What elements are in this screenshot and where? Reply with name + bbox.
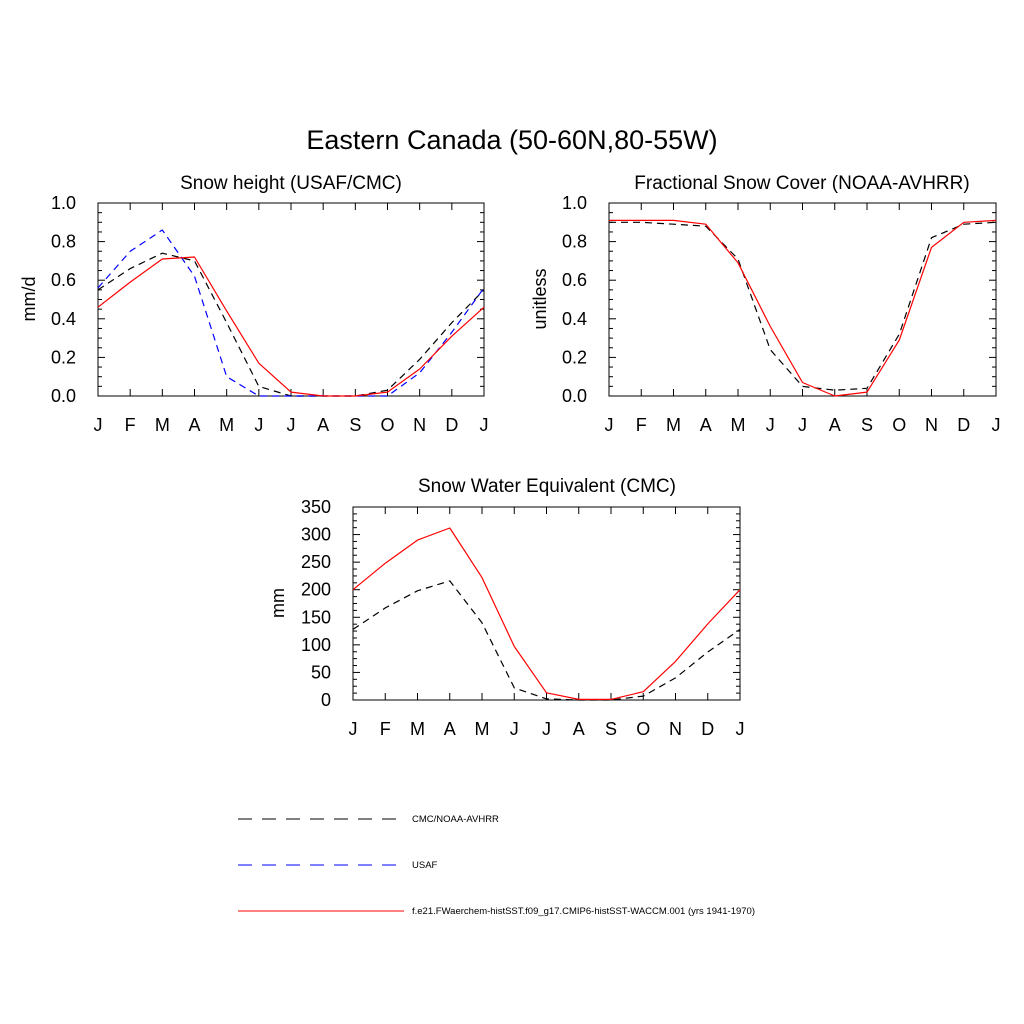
x-tick-label: D — [701, 719, 714, 739]
series-line-cmc — [352, 580, 741, 701]
y-axis-label: unitless — [530, 268, 550, 329]
x-tick-label: J — [254, 415, 263, 435]
y-tick-label: 0.2 — [51, 347, 76, 367]
x-tick-label: J — [605, 415, 614, 435]
panel-title: Snow Water Equivalent (CMC) — [418, 476, 676, 497]
x-tick-label: J — [766, 415, 775, 435]
x-tick-label: N — [669, 719, 682, 739]
y-tick-label: 0.2 — [562, 347, 587, 367]
y-tick-label: 0.8 — [562, 232, 587, 252]
y-tick-label: 0.0 — [51, 386, 76, 406]
y-axis-label: mm/d — [19, 277, 39, 322]
series-line-cmc — [609, 221, 997, 391]
y-tick-label: 1.0 — [562, 193, 587, 213]
y-tick-label: 150 — [301, 607, 331, 627]
x-tick-label: J — [736, 719, 745, 739]
x-tick-label: J — [992, 415, 1001, 435]
x-tick-label: A — [188, 415, 200, 435]
legend-label-model: f.e21.FWaerchem-histSST.f09_g17.CMIP6-hi… — [412, 906, 755, 917]
x-tick-label: O — [636, 719, 650, 739]
y-tick-label: 0.0 — [562, 386, 587, 406]
x-tick-label: J — [542, 719, 551, 739]
x-tick-label: A — [444, 719, 456, 739]
x-tick-label: S — [349, 415, 361, 435]
x-tick-label: S — [605, 719, 617, 739]
x-tick-label: A — [573, 719, 585, 739]
x-tick-label: M — [410, 719, 425, 739]
x-tick-label: D — [957, 415, 970, 435]
x-tick-label: M — [219, 415, 234, 435]
x-tick-label: F — [125, 415, 136, 435]
y-tick-label: 50 — [311, 662, 331, 682]
plot-frame — [97, 202, 485, 397]
x-tick-label: S — [861, 415, 873, 435]
legend-label-usaf: USAF — [412, 860, 438, 871]
y-tick-label: 300 — [301, 525, 331, 545]
x-tick-label: J — [480, 415, 489, 435]
x-tick-label: D — [445, 415, 458, 435]
x-tick-label: M — [731, 415, 746, 435]
y-tick-label: 200 — [301, 580, 331, 600]
y-tick-label: 100 — [301, 635, 331, 655]
figure-title: Eastern Canada (50-60N,80-55W) — [306, 125, 717, 155]
plot-frame — [608, 202, 997, 397]
x-tick-label: N — [413, 415, 426, 435]
legend-label-cmc: CMC/NOAA-AVHRR — [412, 814, 499, 825]
y-tick-label: 0.4 — [562, 309, 587, 329]
y-tick-label: 0.8 — [51, 232, 76, 252]
y-tick-label: 350 — [301, 497, 331, 517]
x-tick-label: J — [94, 415, 103, 435]
x-tick-label: O — [380, 415, 394, 435]
series-line-f — [352, 527, 741, 701]
x-tick-label: M — [155, 415, 170, 435]
plot-frame — [352, 506, 741, 701]
series-line-cmc — [97, 252, 485, 397]
x-tick-label: J — [510, 719, 519, 739]
series-line-usaf — [97, 229, 485, 397]
y-tick-label: 0.4 — [51, 309, 76, 329]
x-tick-label: F — [636, 415, 647, 435]
y-tick-label: 0.6 — [562, 270, 587, 290]
panel-title: Fractional Snow Cover (NOAA-AVHRR) — [634, 173, 969, 194]
y-tick-label: 250 — [301, 552, 331, 572]
panel-title: Snow height (USAF/CMC) — [180, 173, 402, 194]
legend: CMC/NOAA-AVHRR USAF f.e21.FWaerchem-hist… — [238, 814, 755, 917]
x-tick-label: N — [925, 415, 938, 435]
x-tick-label: A — [829, 415, 841, 435]
series-line-f — [97, 256, 485, 397]
y-tick-label: 0.6 — [51, 270, 76, 290]
y-axis-label: mm — [268, 588, 288, 618]
x-tick-label: O — [892, 415, 906, 435]
x-tick-label: A — [700, 415, 712, 435]
fractional-snow-cover-panel: Fractional Snow Cover (NOAA-AVHRR) unitl… — [530, 173, 1001, 435]
x-tick-label: F — [380, 719, 391, 739]
x-tick-label: J — [287, 415, 296, 435]
y-tick-label: 0 — [321, 690, 331, 710]
x-tick-label: M — [666, 415, 681, 435]
x-tick-label: J — [349, 719, 358, 739]
series-line-f — [609, 219, 997, 397]
x-tick-label: A — [317, 415, 329, 435]
x-tick-label: M — [475, 719, 490, 739]
x-tick-label: J — [798, 415, 807, 435]
y-tick-label: 1.0 — [51, 193, 76, 213]
